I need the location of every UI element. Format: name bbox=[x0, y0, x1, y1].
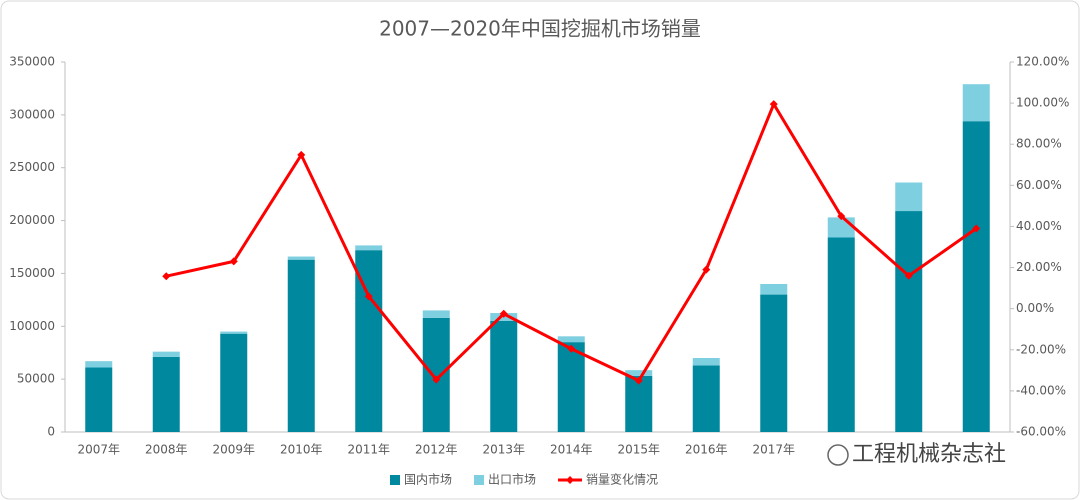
line-marker bbox=[769, 100, 778, 109]
y2-tick-label: 60.00% bbox=[1016, 178, 1062, 192]
line-marker bbox=[229, 257, 238, 266]
legend-label: 国内市场 bbox=[404, 472, 452, 487]
y-tick-label: 100000 bbox=[9, 319, 55, 333]
line-marker bbox=[364, 292, 373, 301]
y2-tick-label: -40.00% bbox=[1016, 383, 1066, 397]
bar bbox=[85, 367, 113, 432]
y2-tick-label: 80.00% bbox=[1016, 137, 1062, 151]
bar bbox=[422, 317, 450, 432]
y2-tick-label: 40.00% bbox=[1016, 219, 1062, 233]
bar bbox=[760, 284, 788, 295]
bar bbox=[625, 375, 653, 432]
y2-tick-label: -60.00% bbox=[1016, 425, 1066, 439]
y-tick-label: 150000 bbox=[9, 266, 55, 280]
bar bbox=[895, 211, 923, 432]
line-marker bbox=[837, 212, 846, 221]
line-marker bbox=[702, 265, 711, 274]
x-tick-label: 2008年 bbox=[145, 443, 188, 457]
bar bbox=[692, 358, 720, 366]
x-tick-label: 2007年 bbox=[77, 443, 120, 457]
watermark: 工程机械杂志社 bbox=[852, 442, 1006, 467]
line-marker bbox=[567, 344, 576, 353]
y2-tick-label: 0.00% bbox=[1016, 301, 1054, 315]
bar bbox=[490, 321, 518, 432]
line-marker bbox=[162, 272, 171, 281]
legend-label: 销量变化情况 bbox=[586, 472, 658, 487]
bar bbox=[355, 245, 383, 251]
x-tick-label: 2014年 bbox=[550, 443, 593, 457]
y-tick-label: 250000 bbox=[9, 160, 55, 174]
line-marker bbox=[432, 375, 441, 384]
bar bbox=[962, 84, 990, 122]
bar bbox=[625, 370, 653, 376]
line-marker bbox=[297, 150, 306, 159]
line-marker bbox=[972, 224, 981, 233]
bar bbox=[760, 294, 788, 432]
bar bbox=[827, 237, 855, 432]
y-tick-label: 350000 bbox=[9, 55, 55, 69]
bar bbox=[827, 217, 855, 238]
chart-title: 2007—2020年中国挖掘机市场销量 bbox=[379, 17, 701, 41]
x-tick-label: 2013年 bbox=[482, 443, 525, 457]
x-tick-label: 2012年 bbox=[415, 443, 458, 457]
watermark-icon bbox=[827, 444, 849, 466]
legend-swatch bbox=[390, 475, 400, 485]
x-tick-label: 2015年 bbox=[617, 443, 660, 457]
bar bbox=[85, 361, 113, 368]
line-marker bbox=[904, 271, 913, 280]
bar bbox=[895, 182, 923, 212]
x-tick-label: 2016年 bbox=[685, 443, 728, 457]
y2-tick-label: 120.00% bbox=[1016, 55, 1069, 69]
legend-marker bbox=[566, 476, 575, 484]
bar bbox=[557, 336, 585, 343]
y2-tick-label: -20.00% bbox=[1016, 342, 1066, 356]
bar bbox=[962, 121, 990, 432]
x-tick-label: 2011年 bbox=[347, 443, 390, 457]
legend-swatch bbox=[474, 475, 485, 485]
y-tick-label: 300000 bbox=[9, 107, 55, 121]
y2-tick-label: 20.00% bbox=[1016, 260, 1062, 274]
bar bbox=[152, 356, 180, 432]
bar bbox=[422, 310, 450, 318]
bar bbox=[220, 333, 248, 432]
bar bbox=[692, 365, 720, 432]
bar bbox=[220, 331, 248, 334]
x-tick-label: 2017年 bbox=[752, 443, 795, 457]
x-tick-label: 2009年 bbox=[212, 443, 255, 457]
y-tick-label: 200000 bbox=[9, 213, 55, 227]
bar bbox=[287, 259, 315, 432]
line-marker bbox=[499, 309, 508, 318]
bar bbox=[152, 351, 180, 357]
y-tick-label: 0 bbox=[47, 425, 55, 439]
x-tick-label: 2010年 bbox=[280, 443, 323, 457]
bar bbox=[287, 256, 315, 260]
y2-tick-label: 100.00% bbox=[1016, 96, 1069, 110]
line-marker bbox=[634, 376, 643, 385]
legend-label: 出口市场 bbox=[488, 472, 536, 487]
y-tick-label: 50000 bbox=[17, 372, 55, 386]
bar bbox=[557, 342, 585, 432]
